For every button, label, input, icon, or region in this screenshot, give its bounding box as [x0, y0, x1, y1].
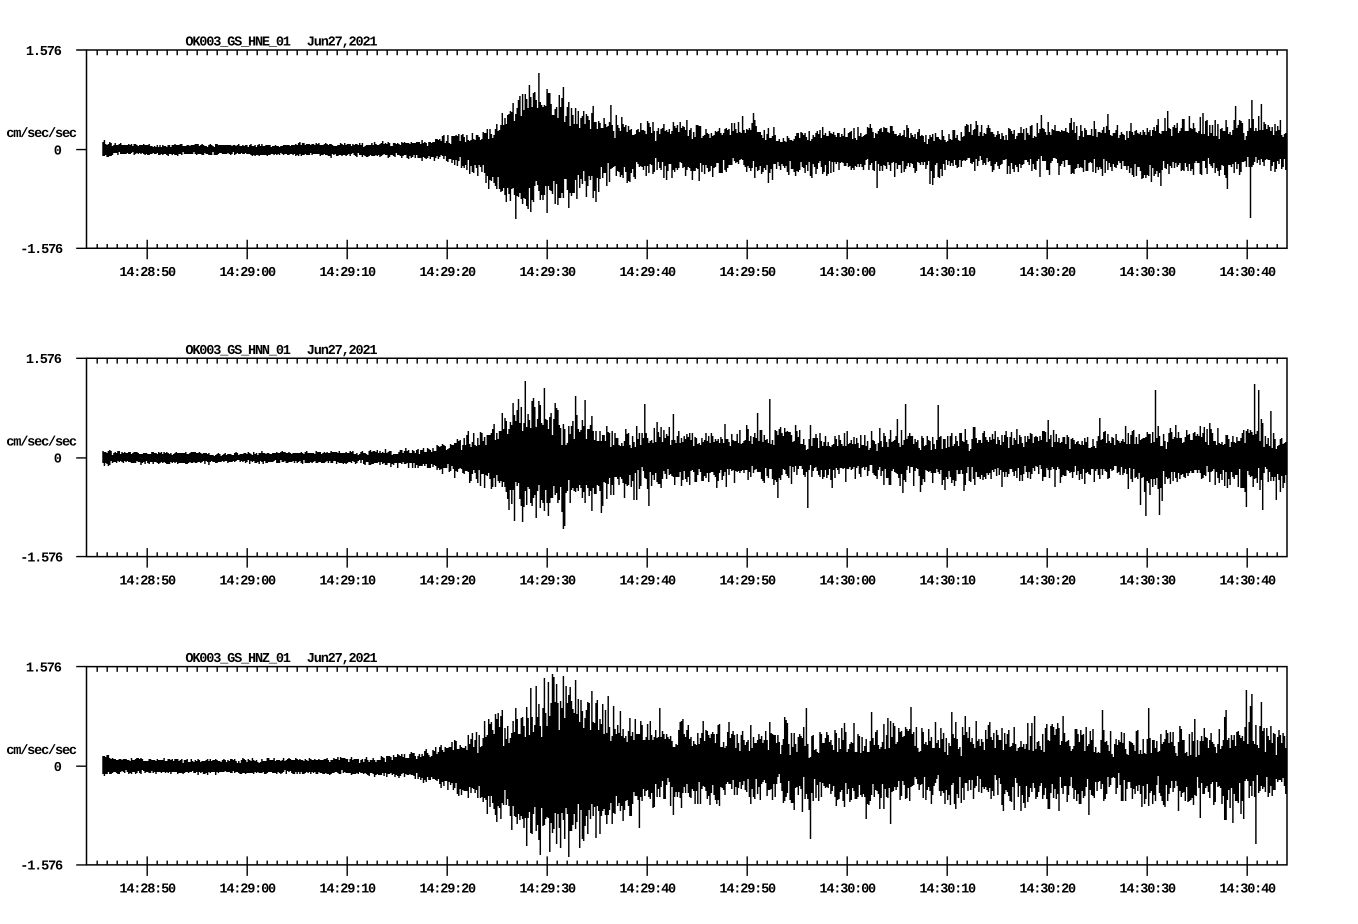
svg-text:14:30:40: 14:30:40 — [1219, 574, 1276, 589]
svg-text:1.576: 1.576 — [26, 45, 62, 60]
svg-text:14:29:40: 14:29:40 — [619, 883, 676, 898]
svg-text:1.576: 1.576 — [26, 661, 62, 676]
svg-text:14:30:30: 14:30:30 — [1119, 266, 1176, 281]
svg-text:14:30:40: 14:30:40 — [1219, 266, 1276, 281]
svg-text:1.576: 1.576 — [26, 353, 62, 368]
svg-text:14:29:20: 14:29:20 — [419, 883, 476, 898]
svg-text:14:30:10: 14:30:10 — [919, 574, 976, 589]
svg-text:14:29:50: 14:29:50 — [719, 574, 776, 589]
svg-text:14:29:50: 14:29:50 — [719, 266, 776, 281]
svg-text:14:29:40: 14:29:40 — [619, 574, 676, 589]
svg-text:14:29:10: 14:29:10 — [319, 574, 376, 589]
svg-text:14:30:10: 14:30:10 — [919, 883, 976, 898]
svg-text:0: 0 — [54, 761, 62, 776]
svg-text:14:29:50: 14:29:50 — [719, 883, 776, 898]
svg-text:14:29:10: 14:29:10 — [319, 266, 376, 281]
svg-text:14:30:40: 14:30:40 — [1219, 883, 1276, 898]
svg-text:14:29:10: 14:29:10 — [319, 883, 376, 898]
svg-text:cm/sec/sec: cm/sec/sec — [6, 436, 77, 451]
svg-text:14:29:00: 14:29:00 — [219, 266, 276, 281]
svg-text:14:30:10: 14:30:10 — [919, 266, 976, 281]
svg-text:14:30:00: 14:30:00 — [819, 266, 876, 281]
svg-text:OK003_GS_HNN_01: OK003_GS_HNN_01 — [185, 344, 290, 359]
svg-text:14:30:00: 14:30:00 — [819, 574, 876, 589]
svg-text:14:30:20: 14:30:20 — [1019, 574, 1076, 589]
svg-text:Jun27,2021: Jun27,2021 — [307, 36, 378, 51]
svg-text:-1.576: -1.576 — [20, 551, 63, 566]
svg-text:14:30:30: 14:30:30 — [1119, 883, 1176, 898]
svg-text:14:29:20: 14:29:20 — [419, 266, 476, 281]
svg-text:14:30:20: 14:30:20 — [1019, 883, 1076, 898]
svg-text:14:29:30: 14:29:30 — [519, 266, 576, 281]
svg-text:14:29:00: 14:29:00 — [219, 574, 276, 589]
svg-text:14:28:50: 14:28:50 — [119, 883, 176, 898]
svg-text:-1.576: -1.576 — [20, 860, 63, 875]
svg-text:14:30:30: 14:30:30 — [1119, 574, 1176, 589]
svg-text:14:30:20: 14:30:20 — [1019, 266, 1076, 281]
svg-text:14:29:20: 14:29:20 — [419, 574, 476, 589]
svg-text:Jun27,2021: Jun27,2021 — [307, 344, 378, 359]
svg-text:14:29:40: 14:29:40 — [619, 266, 676, 281]
svg-text:OK003_GS_HNZ_01: OK003_GS_HNZ_01 — [185, 652, 290, 667]
svg-text:cm/sec/sec: cm/sec/sec — [6, 127, 77, 142]
svg-text:14:29:00: 14:29:00 — [219, 883, 276, 898]
svg-text:OK003_GS_HNE_01: OK003_GS_HNE_01 — [185, 36, 290, 51]
svg-text:14:29:30: 14:29:30 — [519, 574, 576, 589]
svg-text:cm/sec/sec: cm/sec/sec — [6, 744, 77, 759]
svg-text:14:29:30: 14:29:30 — [519, 883, 576, 898]
svg-text:14:28:50: 14:28:50 — [119, 266, 176, 281]
svg-text:Jun27,2021: Jun27,2021 — [307, 652, 378, 667]
svg-text:0: 0 — [54, 144, 62, 159]
svg-text:14:30:00: 14:30:00 — [819, 883, 876, 898]
svg-text:-1.576: -1.576 — [20, 243, 63, 258]
svg-text:0: 0 — [54, 453, 62, 468]
svg-text:14:28:50: 14:28:50 — [119, 574, 176, 589]
